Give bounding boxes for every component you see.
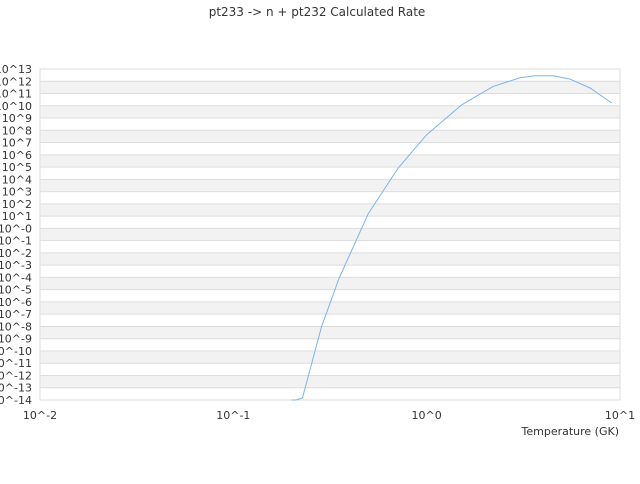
y-tick-label: 10^-2 <box>0 247 32 260</box>
y-tick-label: 10^-7 <box>0 308 32 321</box>
grid-band <box>40 118 620 131</box>
grid-band <box>40 191 620 204</box>
y-tick-label: 10^1 <box>2 210 32 223</box>
chart-title: pt233 -> n + pt232 Calculated Rate <box>209 5 426 19</box>
grid-band <box>40 142 620 155</box>
grid-band <box>40 93 620 106</box>
x-tick-label: 10^-1 <box>216 409 250 422</box>
series-line <box>291 75 612 401</box>
y-axis-labels: 10^-1410^-1310^-1210^-1110^-1010^-910^-8… <box>0 63 32 407</box>
y-tick-label: 10^3 <box>2 186 32 199</box>
grid-band <box>40 387 620 400</box>
plot-frame <box>39 68 621 401</box>
grid-band <box>40 252 620 266</box>
grid-band <box>40 69 620 82</box>
grid-band <box>40 326 620 339</box>
y-tick-label: 10^-14 <box>0 394 32 407</box>
grid-band <box>40 240 620 253</box>
y-tick-label: 10^7 <box>2 137 32 150</box>
grid-band <box>40 375 620 388</box>
y-tick-label: 10^-10 <box>0 345 32 358</box>
y-tick-label: 10^13 <box>0 63 32 76</box>
y-tick-label: 10^12 <box>0 75 32 88</box>
y-tick-label: 10^2 <box>2 198 32 211</box>
y-tick-label: 10^-11 <box>0 357 32 370</box>
grid-band <box>40 301 620 315</box>
x-axis-title: Temperature (GK) <box>521 425 620 438</box>
grid-band <box>40 338 620 351</box>
y-tick-label: 10^10 <box>0 100 32 113</box>
y-tick-label: 10^6 <box>2 149 32 162</box>
grid-band <box>40 167 620 180</box>
y-tick-label: 10^-1 <box>0 235 32 248</box>
grid-band <box>40 314 620 327</box>
grid-band <box>40 154 620 168</box>
x-tick-label: 10^-2 <box>23 409 57 422</box>
grid-band <box>40 228 620 241</box>
grid-band <box>40 81 620 94</box>
y-tick-label: 10^4 <box>2 173 32 186</box>
grid-band <box>40 350 620 364</box>
grid-band <box>40 130 620 143</box>
x-tick-label: 10^1 <box>605 409 635 422</box>
grid-band <box>40 277 620 290</box>
y-tick-label: 10^8 <box>2 124 32 137</box>
grid-band <box>40 363 620 376</box>
y-tick-label: 10^-5 <box>0 284 32 297</box>
y-tick-label: 10^-12 <box>0 369 32 382</box>
grid-band <box>40 216 620 229</box>
grid-band <box>40 179 620 192</box>
x-axis-labels: 10^-2 10^-1 10^0 10^1 <box>23 409 635 422</box>
y-tick-label: 10^-3 <box>0 259 32 272</box>
grid-band <box>40 203 620 217</box>
y-tick-label: 10^-13 <box>0 382 32 395</box>
y-tick-label: 10^11 <box>0 88 32 101</box>
grid-band <box>40 289 620 302</box>
series-group <box>291 75 612 401</box>
y-tick-label: 10^-4 <box>0 271 32 284</box>
y-tick-label: 10^-9 <box>0 333 32 346</box>
y-tick-label: 10^-0 <box>0 222 32 235</box>
y-tick-label: 10^-8 <box>0 320 32 333</box>
y-tick-label: 10^-6 <box>0 296 32 309</box>
grid-bands <box>40 68 620 400</box>
x-tick-label: 10^0 <box>412 409 442 422</box>
y-tick-label: 10^5 <box>2 161 32 174</box>
grid-band <box>40 265 620 278</box>
grid-band <box>40 105 620 119</box>
y-tick-label: 10^9 <box>2 112 32 125</box>
